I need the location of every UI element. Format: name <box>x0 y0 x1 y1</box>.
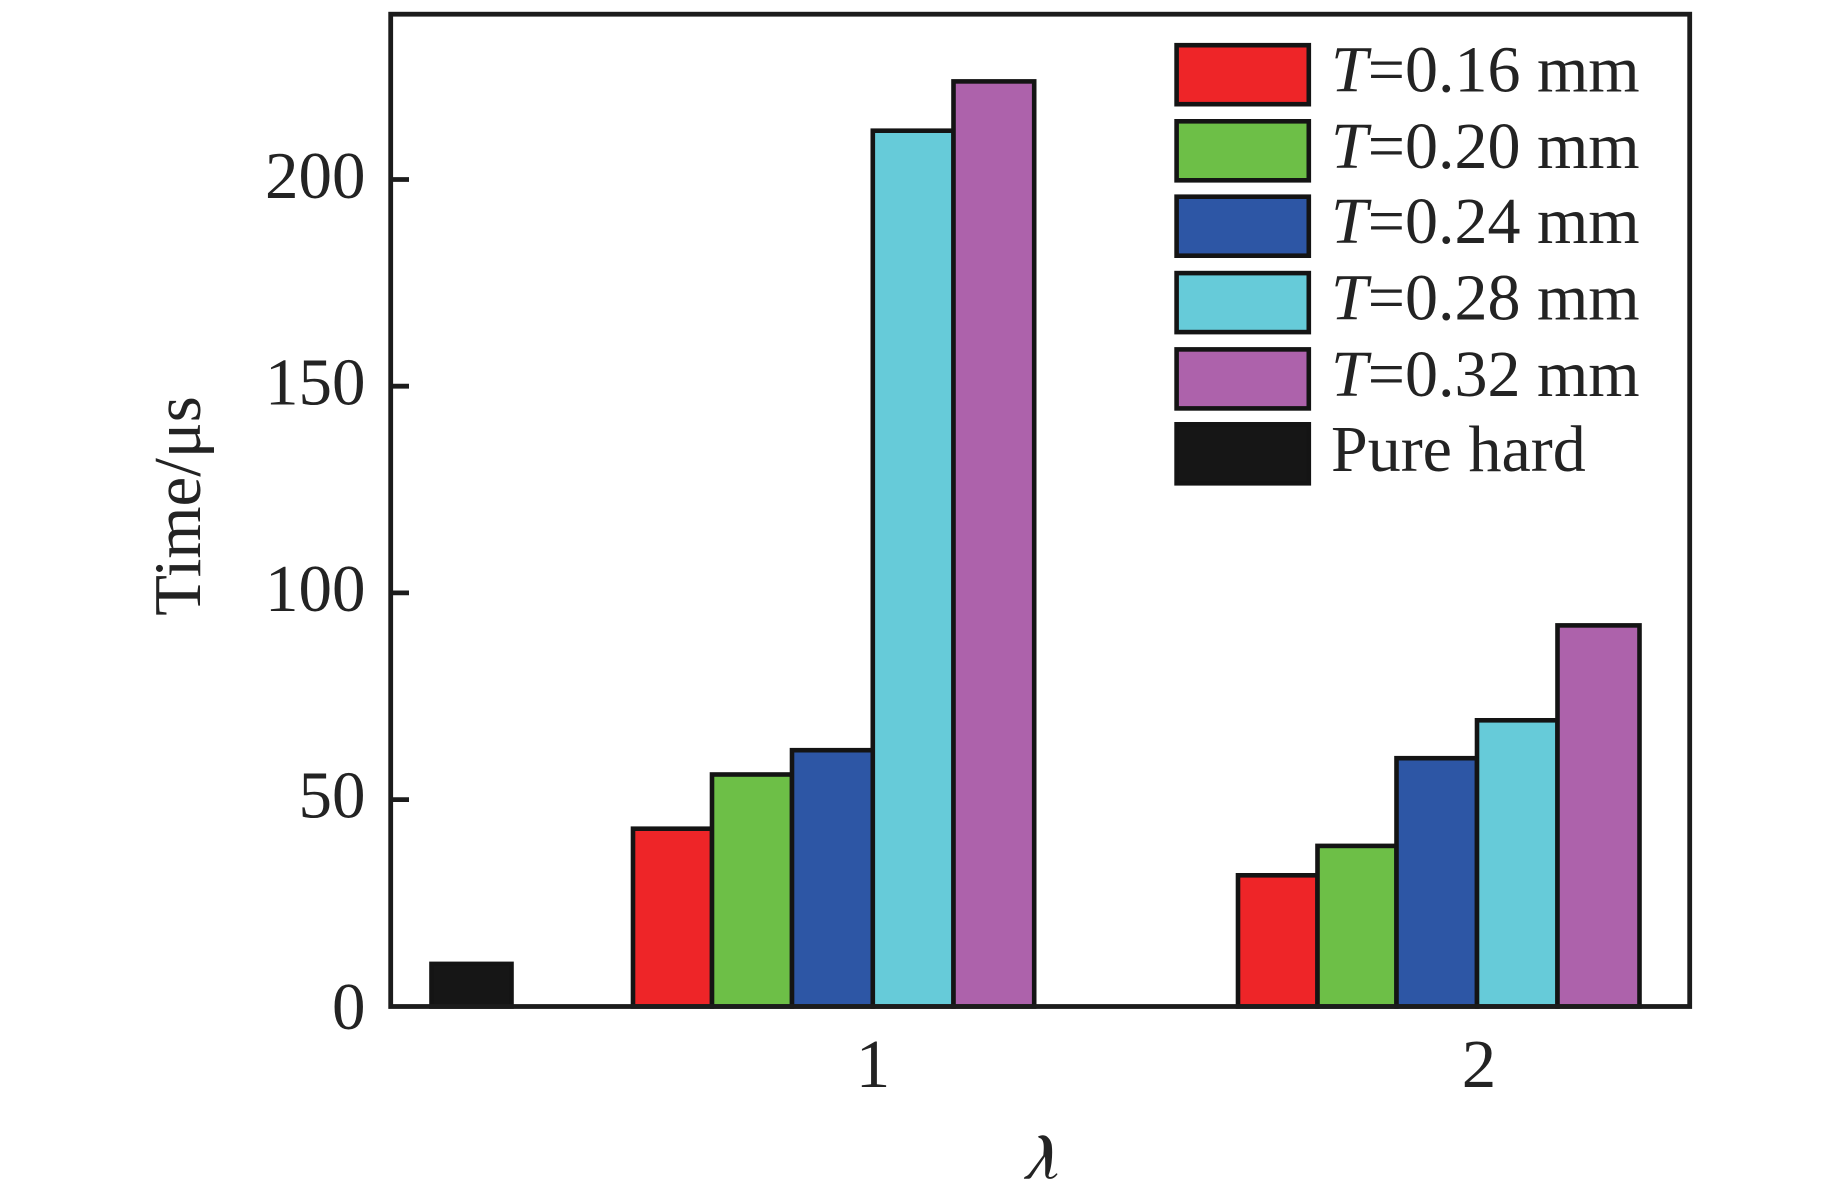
svg-text:200: 200 <box>265 139 366 213</box>
svg-text:T=0.16 mm: T=0.16 mm <box>1331 34 1640 107</box>
svg-text:1: 1 <box>856 1026 891 1102</box>
svg-text:T=0.28 mm: T=0.28 mm <box>1331 262 1640 335</box>
svg-text:T=0.24 mm: T=0.24 mm <box>1331 185 1640 258</box>
svg-text:150: 150 <box>265 345 366 419</box>
svg-text:100: 100 <box>265 552 366 626</box>
svg-text:T=0.32 mm: T=0.32 mm <box>1331 338 1640 411</box>
svg-text:2: 2 <box>1462 1026 1497 1102</box>
svg-text:Time/μs: Time/μs <box>141 396 215 616</box>
svg-text:0: 0 <box>332 970 366 1044</box>
svg-text:50: 50 <box>299 758 366 832</box>
svg-text:T=0.20 mm: T=0.20 mm <box>1331 110 1640 183</box>
svg-text:Pure hard: Pure hard <box>1331 413 1586 486</box>
